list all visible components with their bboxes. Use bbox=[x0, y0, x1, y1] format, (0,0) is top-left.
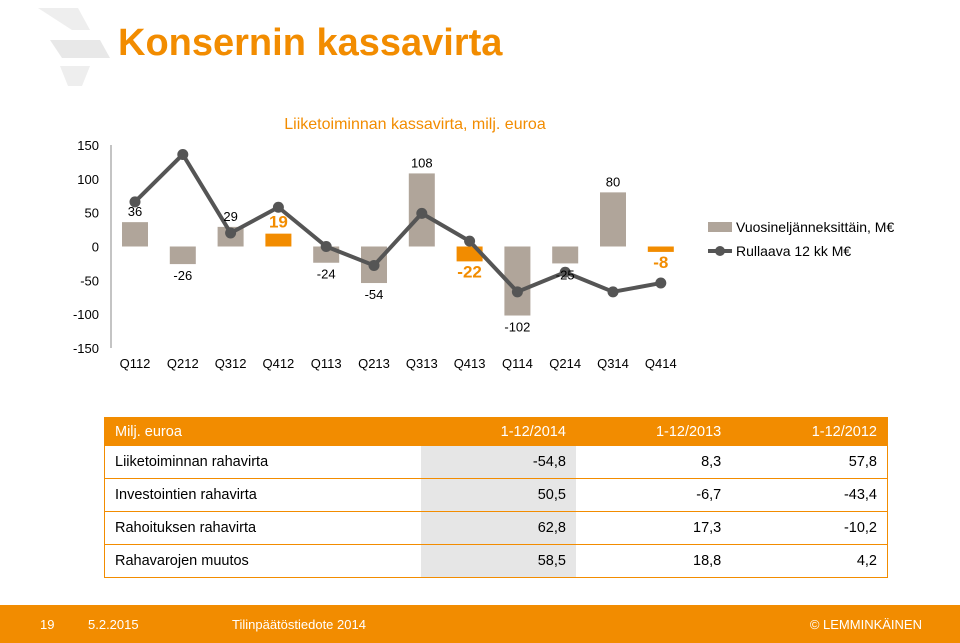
y-axis-ticks: 150 100 50 0 -50 -100 -150 bbox=[73, 138, 99, 356]
bar bbox=[552, 246, 579, 264]
row-label: Rahavarojen muutos bbox=[104, 544, 421, 578]
table-row: Investointien rahavirta 50,5 -6,7 -43,4 bbox=[104, 478, 888, 512]
table-row: Liiketoiminnan rahavirta -54,8 8,3 57,8 bbox=[104, 445, 888, 479]
bar-data-label: 19 bbox=[269, 213, 288, 232]
bar bbox=[122, 222, 148, 247]
row-label: Liiketoiminnan rahavirta bbox=[104, 445, 421, 479]
legend-bar-swatch bbox=[708, 222, 732, 232]
line-point bbox=[559, 266, 571, 278]
footer-date: 5.2.2015 bbox=[88, 617, 139, 632]
x-tick-label: Q212 bbox=[167, 356, 199, 371]
row-value-2014: 58,5 bbox=[420, 544, 576, 578]
y-tick-label: 0 bbox=[92, 240, 99, 255]
line-point bbox=[416, 207, 428, 219]
bar bbox=[647, 246, 674, 252]
table-row: Rahavarojen muutos 58,5 18,8 4,2 bbox=[104, 544, 888, 578]
row-value-2012: 4,2 bbox=[731, 544, 888, 578]
footer-brand: © LEMMINKÄINEN bbox=[809, 617, 922, 632]
row-value-2012: -10,2 bbox=[731, 511, 888, 545]
row-value-2014: 62,8 bbox=[420, 511, 576, 545]
slide-title: Konsernin kassavirta bbox=[118, 22, 503, 64]
footer-page-number: 19 bbox=[40, 617, 55, 632]
line-point bbox=[607, 286, 619, 298]
x-tick-label: Q113 bbox=[311, 356, 342, 371]
y-tick-label: -50 bbox=[80, 273, 99, 288]
logo-icon bbox=[38, 8, 110, 86]
row-label: Rahoituksen rahavirta bbox=[104, 511, 421, 545]
legend-line-marker bbox=[715, 246, 725, 256]
rolling-line bbox=[133, 152, 662, 294]
row-value-2014: -54,8 bbox=[420, 445, 576, 479]
cash-flow-chart: Liiketoiminnan kassavirta, milj. euroa 1… bbox=[73, 116, 894, 371]
x-tick-label: Q214 bbox=[549, 356, 581, 371]
line-point bbox=[368, 259, 380, 271]
legend-line-label: Rullaava 12 kk M€ bbox=[736, 243, 851, 259]
bar-labels: 36 -26 29 19 -24 -54 108 -22 -102 -25 80 -8 bbox=[128, 155, 669, 334]
line-point bbox=[320, 241, 332, 252]
line-point bbox=[129, 196, 141, 208]
x-tick-label: Q314 bbox=[597, 356, 629, 371]
x-axis-labels: Q112 Q212 Q312 Q412 Q113 Q213 Q313 Q413 Q114 Q214… bbox=[120, 356, 677, 371]
footer: 19 5.2.2015 Tilinpäätöstiedote 2014 © LE… bbox=[0, 605, 960, 643]
bar-data-label: 108 bbox=[411, 155, 433, 170]
y-tick-label: -100 bbox=[73, 307, 99, 322]
bar-data-label: 80 bbox=[606, 174, 620, 189]
row-value-2012: 57,8 bbox=[731, 445, 888, 479]
x-tick-label: Q414 bbox=[645, 356, 677, 371]
line-point bbox=[225, 227, 237, 239]
bar-data-label: 36 bbox=[128, 204, 142, 219]
chart-title: Liiketoiminnan kassavirta, milj. euroa bbox=[284, 116, 546, 133]
footer-document-title: Tilinpäätöstiedote 2014 bbox=[232, 617, 366, 632]
x-tick-label: Q412 bbox=[262, 356, 294, 371]
table-header-2012: 1-12/2012 bbox=[731, 417, 888, 446]
bar bbox=[265, 233, 292, 247]
line-point bbox=[655, 277, 667, 289]
bar-data-label: -54 bbox=[365, 287, 384, 302]
row-value-2013: -6,7 bbox=[575, 478, 732, 512]
bar-data-label: -102 bbox=[504, 320, 530, 335]
bar bbox=[169, 246, 196, 265]
bar-data-label: -25 bbox=[556, 267, 575, 282]
row-label: Investointien rahavirta bbox=[104, 478, 421, 512]
table-header-2014: 1-12/2014 bbox=[420, 417, 576, 446]
line-point bbox=[177, 148, 189, 160]
y-tick-label: 100 bbox=[77, 172, 99, 187]
row-value-2013: 18,8 bbox=[575, 544, 732, 578]
cash-flow-table: Milj. euroa 1-12/2014 1-12/2013 1-12/201… bbox=[104, 417, 888, 578]
bar-data-label: -22 bbox=[457, 262, 482, 281]
row-value-2012: -43,4 bbox=[731, 478, 888, 512]
line-series bbox=[129, 148, 667, 298]
x-tick-label: Q313 bbox=[406, 356, 438, 371]
y-tick-label: -150 bbox=[73, 341, 99, 356]
table-header-2013: 1-12/2013 bbox=[575, 417, 732, 446]
x-tick-label: Q213 bbox=[358, 356, 390, 371]
row-value-2014: 50,5 bbox=[420, 478, 576, 512]
row-value-2013: 8,3 bbox=[575, 445, 732, 479]
bar bbox=[600, 192, 626, 247]
legend-bar-label: Vuosineljänneksittäin, M€ bbox=[736, 219, 894, 235]
bar-series bbox=[122, 173, 674, 316]
x-tick-label: Q312 bbox=[215, 356, 247, 371]
table-header-row: Milj. euroa 1-12/2014 1-12/2013 1-12/201… bbox=[104, 417, 888, 446]
bar-data-label: -8 bbox=[653, 253, 668, 272]
line-point bbox=[511, 286, 523, 298]
x-tick-label: Q112 bbox=[120, 356, 151, 371]
line-point bbox=[272, 201, 284, 213]
table-header-label: Milj. euroa bbox=[104, 417, 421, 446]
x-tick-label: Q114 bbox=[502, 356, 533, 371]
bar-data-label: 29 bbox=[223, 209, 237, 224]
x-tick-label: Q413 bbox=[454, 356, 486, 371]
y-tick-label: 50 bbox=[85, 206, 99, 221]
legend: Vuosineljänneksittäin, M€ Rullaava 12 kk… bbox=[708, 219, 894, 259]
row-value-2013: 17,3 bbox=[575, 511, 732, 545]
y-tick-label: 150 bbox=[77, 138, 99, 153]
table-row: Rahoituksen rahavirta 62,8 17,3 -10,2 bbox=[104, 511, 888, 545]
bar-data-label: -24 bbox=[317, 267, 336, 282]
line-point bbox=[464, 235, 476, 247]
bar-data-label: -26 bbox=[173, 268, 192, 283]
